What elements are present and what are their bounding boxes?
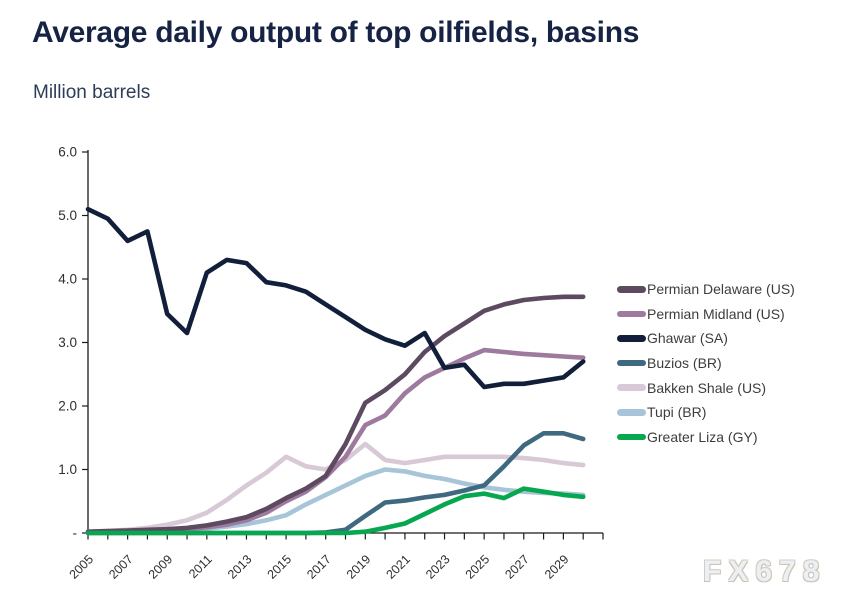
y-tick-label: 1.0 [58, 462, 77, 477]
legend-label: Tupi (BR) [647, 404, 707, 421]
y-tick-label: 4.0 [58, 272, 77, 287]
x-tick-label: 2013 [225, 552, 255, 582]
legend-label: Permian Delaware (US) [647, 281, 795, 298]
legend-item-permian-delaware-us: Permian Delaware (US) [617, 277, 795, 302]
legend-label: Buzios (BR) [647, 355, 722, 372]
series-line-permian-delaware-us [85, 294, 586, 535]
legend-swatch-icon [617, 433, 646, 441]
x-tick-label: 2005 [67, 552, 97, 582]
x-tick-label: 2029 [542, 552, 572, 582]
x-tick-label: 2025 [463, 552, 493, 582]
series-line-greater-liza-gy [85, 486, 586, 536]
legend-label: Greater Liza (GY) [647, 428, 758, 445]
legend-swatch-icon [617, 409, 646, 416]
chart-title: Average daily output of top oilfields, b… [32, 16, 640, 49]
legend-swatch-icon [617, 384, 646, 391]
watermark-logo: FX678 [703, 555, 827, 588]
legend-item-tupi-br: Tupi (BR) [617, 400, 795, 425]
y-tick-label: 6.0 [58, 145, 77, 160]
legend-item-greater-liza-gy: Greater Liza (GY) [617, 425, 795, 450]
x-tick-label: 2011 [186, 552, 215, 581]
y-tick-label: 5.0 [58, 208, 77, 223]
legend-item-bakken-shale-us: Bakken Shale (US) [617, 375, 795, 400]
chart-legend: Permian Delaware (US) Permian Midland (US… [617, 277, 795, 449]
series-line-ghawar-sa [85, 206, 586, 390]
x-tick-label: 2007 [106, 552, 136, 582]
legend-label: Ghawar (SA) [647, 330, 728, 347]
y-tick-label: - [73, 526, 78, 541]
legend-swatch-icon [617, 335, 646, 342]
x-tick-label: 2009 [146, 552, 176, 582]
legend-item-ghawar-sa: Ghawar (SA) [617, 326, 795, 351]
x-tick-label: 2015 [265, 552, 295, 582]
series-line-tupi-br [85, 467, 586, 535]
tick-labels: 6.0 5.0 4.0 3.0 2.0 1.0 - 2005 2007 2009 2011 2013 2… [58, 145, 571, 582]
legend-swatch-icon [617, 310, 646, 318]
axes [82, 150, 604, 540]
legend-label: Bakken Shale (US) [647, 379, 767, 396]
y-tick-label: 3.0 [58, 335, 77, 350]
line-chart-plot: 6.0 5.0 4.0 3.0 2.0 1.0 - 2005 2007 2009 2011 2013 2… [58, 145, 604, 582]
series-lines [85, 206, 586, 536]
x-tick-label: 2017 [304, 552, 334, 582]
legend-label: Permian Midland (US) [647, 305, 785, 322]
legend-swatch-icon [617, 286, 646, 293]
x-tick-label: 2027 [502, 552, 532, 582]
series-line-buzios-br [85, 430, 586, 536]
legend-item-buzios-br: Buzios (BR) [617, 351, 795, 376]
legend-swatch-icon [617, 359, 646, 367]
x-tick-label: 2021 [383, 552, 413, 582]
legend-item-permian-midland-us: Permian Midland (US) [617, 302, 795, 327]
y-tick-label: 2.0 [58, 399, 77, 414]
x-tick-label: 2019 [344, 552, 374, 582]
x-tick-label: 2023 [423, 552, 453, 582]
series-line-permian-midland-us [85, 347, 586, 535]
chart-y-axis-unit-label: Million barrels [33, 82, 151, 103]
